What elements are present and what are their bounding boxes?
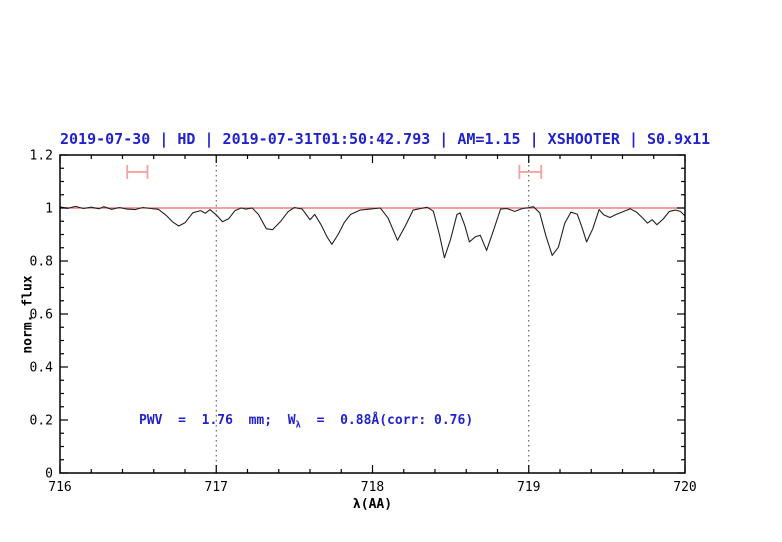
x-tick-label: 718 [361,480,384,495]
x-tick-label: 716 [48,480,71,495]
y-tick-label: 0 [45,467,53,482]
y-tick-label: 0.2 [30,414,53,429]
x-tick-label: 720 [673,480,696,495]
pwv-annotation-lambda-sub: λ [295,420,301,431]
x-tick-label: 719 [517,480,540,495]
pwv-annotation-pre: PWV = 1.76 mm; W [139,413,296,428]
x-tick-label: 717 [205,480,228,495]
y-tick-label: 0.6 [30,308,53,323]
y-tick-label: 0.8 [30,255,53,270]
x-axis-label: λ(AA) [352,497,393,512]
spectrum-line [59,205,686,259]
y-tick-label: 1.2 [30,149,53,164]
plot-title: 2019-07-30 | HD | 2019-07-31T01:50:42.79… [60,130,711,148]
pwv-annotation-post: = 0.88Å(corr: 0.76) [300,413,474,428]
y-tick-label: 1 [45,202,53,217]
pwv-annotation: PWV = 1.76 mm; Wλ = 0.88Å(corr: 0.76) [139,413,473,431]
y-tick-label: 0.4 [30,361,54,376]
